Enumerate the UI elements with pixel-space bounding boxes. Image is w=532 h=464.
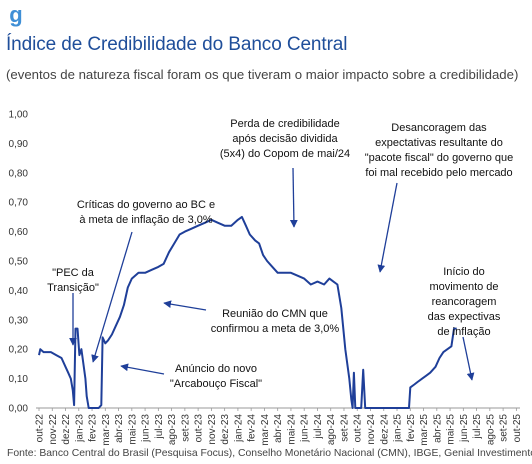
x-tick-label: mai-25 (446, 414, 457, 445)
x-tick-label: jan-23 (74, 414, 85, 443)
annotation-arrow (462, 336, 475, 381)
y-tick-label: 0,00 (9, 404, 29, 415)
x-tick-label: abr-24 (273, 414, 284, 443)
annotation-arrow (289, 167, 298, 228)
x-tick-label: set-24 (339, 414, 350, 442)
x-tick-label: jul-25 (472, 414, 483, 440)
x-tick-label: jul-24 (313, 414, 324, 440)
annotation-text: "PEC da Transição" (47, 267, 99, 294)
y-tick-label: 0,70 (9, 198, 29, 209)
x-tick-label: fev-24 (247, 414, 258, 442)
x-tick-label: abr-23 (114, 414, 125, 443)
x-tick-label: fev-23 (88, 414, 99, 442)
x-tick-label: dez-23 (220, 414, 231, 445)
x-tick-label: nov-23 (207, 414, 218, 445)
x-tick-label: nov-22 (48, 414, 59, 445)
x-tick-label: ago-25 (485, 414, 496, 446)
annotation-text: Anúncio do novo "Arcabouço Fiscal" (170, 363, 262, 390)
logo-glyph: g (9, 4, 22, 27)
annotation-arrow (91, 231, 133, 363)
y-tick-label: 0,30 (9, 315, 29, 326)
x-tick-label: mar-25 (419, 414, 430, 446)
x-tick-label: jan-24 (233, 414, 244, 443)
x-tick-label: mar-23 (101, 414, 112, 446)
x-tick-label: nov-24 (366, 414, 377, 445)
annotation-text: Desancoragem das expectativas resultante … (365, 122, 513, 179)
chart-title: Índice de Credibilidade do Banco Central (6, 34, 348, 55)
x-tick-label: jun-24 (300, 414, 311, 443)
series-line (38, 215, 457, 409)
x-tick-label: mai-23 (127, 414, 138, 445)
genial-logo: g (9, 4, 22, 27)
annotation-arrow (377, 182, 398, 273)
x-tick-label: mai-24 (286, 414, 297, 445)
x-tick-label: out-22 (35, 414, 46, 443)
y-tick-label: 0,10 (9, 374, 29, 385)
annotation-text: Perda de credibilidade após decisão divid… (220, 118, 350, 160)
x-tick-label: mar-24 (260, 414, 271, 446)
x-tick-label: set-25 (499, 414, 510, 442)
source-note: Fonte: Banco Central do Brasil (Pesquisa… (7, 448, 532, 459)
annotation-arrow (163, 300, 207, 311)
chart-subtitle: (eventos de natureza fiscal foram os que… (6, 67, 519, 82)
x-tick-label: ago-24 (326, 414, 337, 446)
y-tick-label: 0,40 (9, 286, 29, 297)
x-tick-label: jun-23 (141, 414, 152, 443)
x-tick-label: ago-23 (167, 414, 178, 446)
annotation-text: Início do movimento de reancoragem das expe… (428, 266, 501, 338)
x-tick-label: jan-25 (393, 414, 404, 443)
y-tick-label: 0,50 (9, 257, 29, 268)
x-tick-label: out-25 (512, 414, 523, 443)
y-tick-label: 0,20 (9, 345, 29, 356)
x-tick-label: out-24 (353, 414, 364, 443)
annotation-arrow (120, 363, 165, 375)
x-tick-label: dez-22 (61, 414, 72, 445)
annotation-text: Reunião do CMN que confirmou a meta de 3,… (211, 308, 340, 335)
x-tick-label: jul-23 (154, 414, 165, 440)
y-tick-label: 0,90 (9, 139, 29, 150)
y-tick-label: 0,60 (9, 227, 29, 238)
x-tick-label: abr-25 (432, 414, 443, 443)
y-tick-label: 0,80 (9, 168, 29, 179)
x-tick-label: jun-25 (459, 414, 470, 443)
x-tick-label: out-23 (194, 414, 205, 443)
x-tick-label: dez-24 (379, 414, 390, 445)
y-tick-label: 1,00 (9, 110, 29, 121)
x-tick-label: fev-25 (406, 414, 417, 442)
x-tick-label: set-23 (180, 414, 191, 442)
